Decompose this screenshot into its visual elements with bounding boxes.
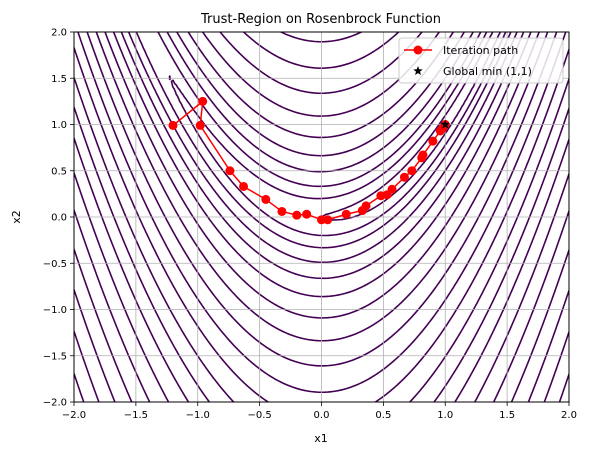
y-tick-label: −1.5 xyxy=(43,351,67,362)
x-tick-label: −1.0 xyxy=(186,410,210,421)
iteration-point xyxy=(428,136,438,146)
legend-marker-global-min xyxy=(413,66,423,76)
iteration-point xyxy=(399,172,409,182)
y-tick-label: 2.0 xyxy=(51,28,67,39)
x-tick-label: −1.5 xyxy=(124,410,148,421)
y-tick-label: 1.0 xyxy=(51,120,67,131)
y-tick-label: −1.0 xyxy=(43,305,67,316)
y-tick-label: −2.0 xyxy=(43,398,67,409)
contour-line xyxy=(74,372,569,402)
iteration-point xyxy=(317,215,326,225)
y-tick-label: 0.0 xyxy=(51,213,67,224)
contour-line xyxy=(74,46,569,402)
contour-line xyxy=(77,32,567,394)
contour-lines xyxy=(74,32,569,402)
iteration-point xyxy=(198,96,208,106)
x-tick-label: −0.5 xyxy=(247,410,271,421)
chart-title: Trust-Region on Rosenbrock Function xyxy=(200,12,441,27)
iteration-point xyxy=(302,209,312,219)
iteration-point xyxy=(292,210,302,220)
x-tick-label: 1.0 xyxy=(437,410,453,421)
iteration-point xyxy=(387,184,397,194)
x-axis-label: x1 xyxy=(314,432,328,445)
y-tick-label: 0.5 xyxy=(51,166,67,177)
x-tick-label: 2.0 xyxy=(561,410,577,421)
contour-line xyxy=(74,137,569,402)
legend-box xyxy=(398,37,564,84)
iteration-point xyxy=(168,120,178,130)
contour-line xyxy=(74,209,569,402)
axis-ticks: −2.0 −1.5 −1.0 −0.5 0.0 0.5 1.0 1.5 2.0 −2.0 −1.5 −… xyxy=(43,28,577,422)
iteration-point xyxy=(261,194,271,204)
iteration-path-layer xyxy=(168,96,451,225)
iteration-point xyxy=(239,181,249,191)
y-tick-label: 1.5 xyxy=(51,74,67,85)
iteration-point xyxy=(418,150,428,160)
y-tick-label: −0.5 xyxy=(43,259,67,270)
iteration-point xyxy=(323,215,333,225)
contour-line xyxy=(74,288,569,402)
x-tick-label: 0.0 xyxy=(314,410,330,421)
iteration-point xyxy=(195,120,205,130)
x-tick-label: 1.5 xyxy=(499,410,515,421)
legend: Iteration path Global min (1,1) xyxy=(398,37,564,84)
contour-line xyxy=(74,76,569,402)
contour-line xyxy=(112,32,532,298)
iteration-point xyxy=(361,201,371,211)
x-tick-label: −2.0 xyxy=(62,410,86,421)
iteration-point xyxy=(341,209,351,219)
legend-label-global-min: Global min (1,1) xyxy=(443,65,532,78)
x-tick-label: 0.5 xyxy=(375,410,391,421)
legend-marker-iteration-path xyxy=(413,45,423,55)
contour-line xyxy=(74,330,569,402)
iteration-point xyxy=(225,166,235,176)
legend-label-iteration-path: Iteration path xyxy=(443,44,518,57)
iteration-point xyxy=(277,206,287,216)
contour-line xyxy=(74,172,569,402)
iteration-point xyxy=(407,166,417,176)
contour-line xyxy=(74,248,569,402)
contour-line xyxy=(168,32,507,237)
legend-star-icon xyxy=(413,66,423,76)
y-axis-label: x2 xyxy=(10,210,23,224)
global-min-star-marker xyxy=(440,119,451,129)
